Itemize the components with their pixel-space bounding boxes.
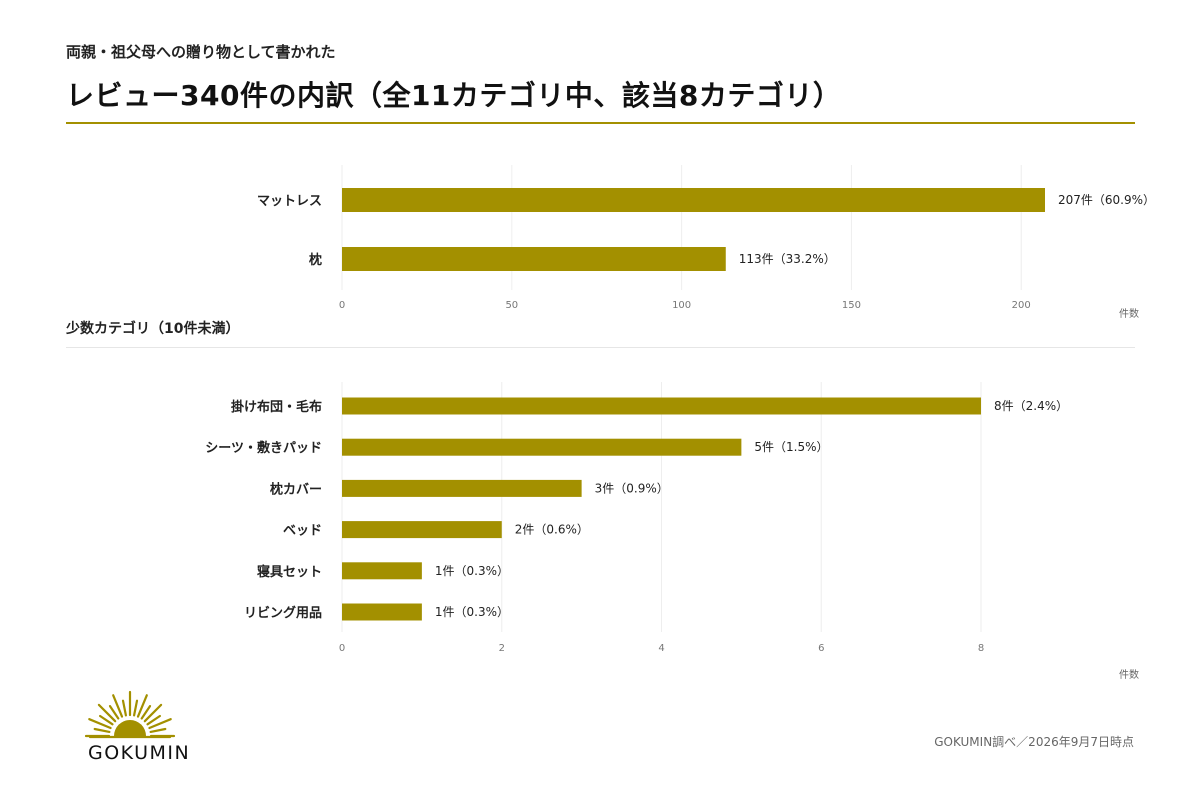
major-categories-chart: 0 50 100 150 200 マットレス 207件（60.9%） 枕 113件（33.2%）… [257, 165, 1155, 320]
bar [342, 438, 742, 456]
category-label: ベッド [283, 524, 322, 539]
data-label: 2件（0.6%） [515, 523, 589, 537]
x-tick-label: 50 [505, 300, 518, 311]
bar [342, 397, 981, 415]
data-label: 113件（33.2%） [739, 252, 836, 266]
title-divider [66, 122, 1135, 124]
category-label: シーツ・敷きパッド [205, 440, 322, 456]
x-tick-label: 200 [1012, 300, 1031, 311]
bar [342, 603, 422, 621]
category-label: 枕 [309, 252, 322, 268]
source-note: GOKUMIN調べ／2026年9月7日時点 [934, 735, 1134, 749]
sunburst-icon [84, 690, 176, 739]
category-label: リビング用品 [244, 605, 322, 621]
data-label: 8件（2.4%） [994, 399, 1068, 413]
brand-logo-text: GOKUMIN [88, 742, 191, 764]
data-label: 207件（60.9%） [1058, 193, 1155, 207]
data-label: 5件（1.5%） [754, 440, 828, 454]
data-label: 3件（0.9%） [595, 481, 669, 495]
x-axis-unit-label: 件数 [1119, 307, 1139, 320]
data-label: 1件（0.3%） [435, 564, 509, 578]
x-tick-label: 150 [842, 300, 861, 311]
category-label: 枕カバー [270, 481, 322, 497]
x-tick-label: 8 [978, 643, 984, 654]
category-label: 掛け布団・毛布 [231, 399, 322, 415]
x-tick-label: 0 [339, 643, 345, 654]
chart-title: レビュー340件の内訳（全11カテゴリ中、該当8カテゴリ） [66, 79, 842, 112]
bar [342, 521, 502, 539]
data-label: 1件（0.3%） [435, 605, 509, 619]
category-label: 寝具セット [257, 564, 322, 580]
chart-subtitle: 両親・祖父母への贈り物として書かれた [66, 43, 336, 61]
x-axis-unit-label: 件数 [1119, 668, 1139, 681]
x-tick-label: 100 [672, 300, 691, 311]
section-divider [66, 347, 1135, 348]
minor-categories-label: 少数カテゴリ（10件未満） [66, 321, 240, 337]
bar [342, 562, 422, 580]
x-tick-label: 4 [658, 643, 664, 654]
x-tick-label: 2 [499, 643, 505, 654]
x-tick-label: 6 [818, 643, 824, 654]
minor-categories-chart: 0 2 4 6 8 掛け布団・毛布 8件（2.4%） シーツ・敷きパッド 5件（1.5%） 枕カバ… [205, 382, 1139, 681]
x-tick-label: 0 [339, 300, 345, 311]
bar [342, 479, 582, 497]
category-label: マットレス [257, 194, 322, 209]
bar [342, 247, 726, 271]
bar [342, 188, 1045, 212]
